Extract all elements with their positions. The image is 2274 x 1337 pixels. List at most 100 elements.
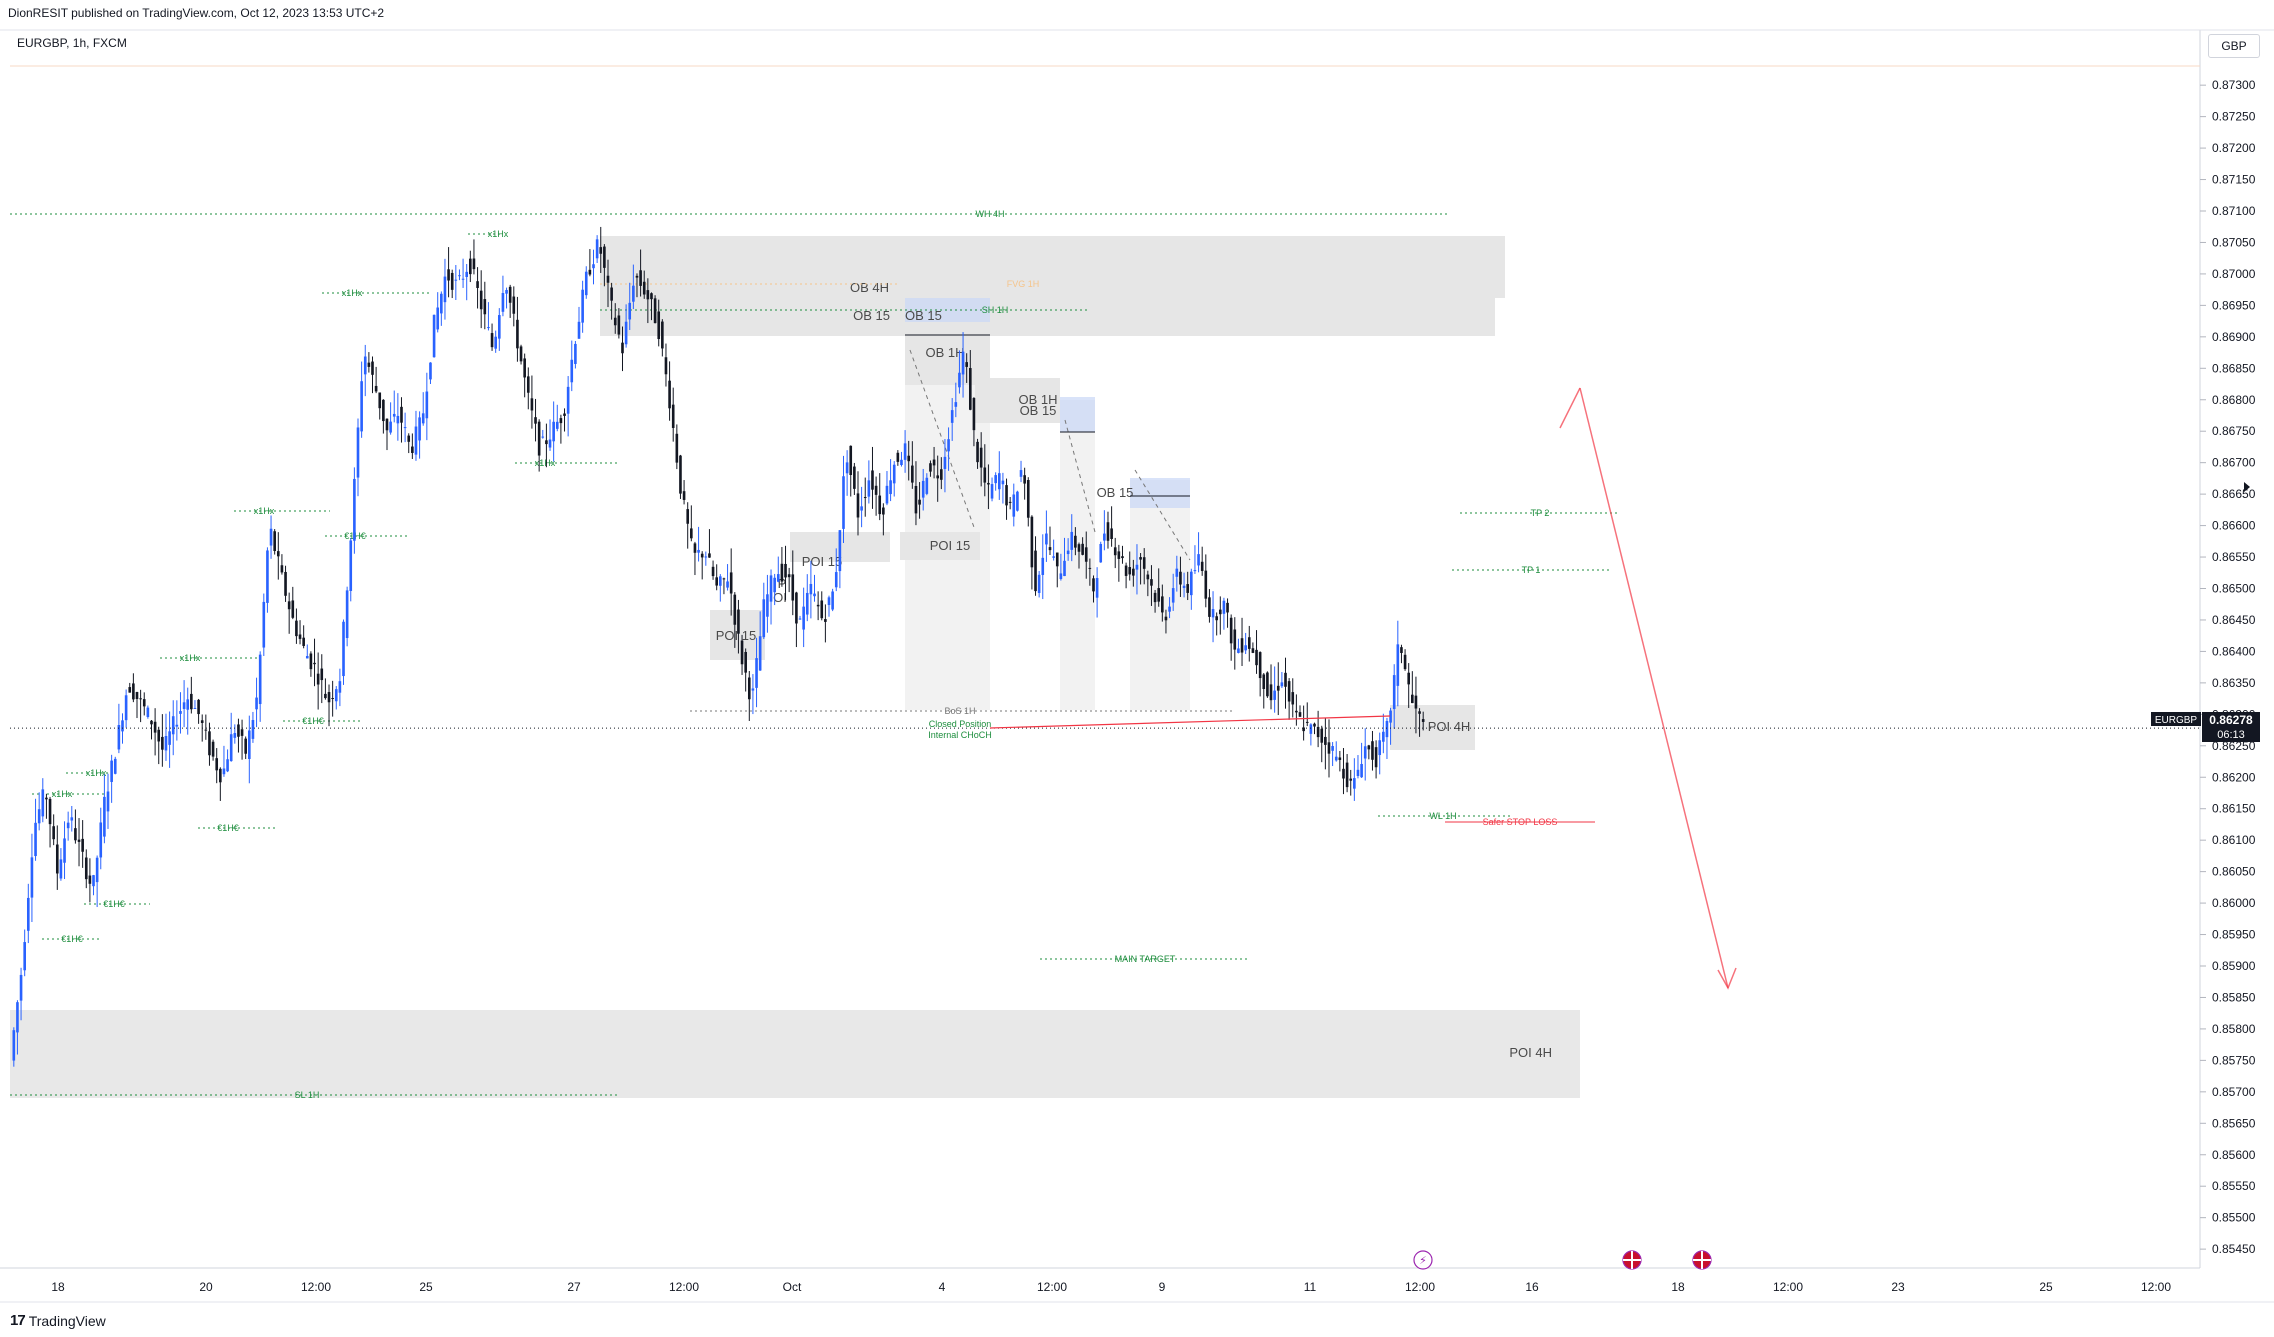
swing-label: x1Hx bbox=[488, 229, 509, 239]
candle-body bbox=[302, 637, 305, 646]
candle-body bbox=[1349, 778, 1353, 781]
candle-body bbox=[440, 293, 443, 314]
level-label: BoS 1H bbox=[944, 706, 975, 716]
candle-body bbox=[443, 276, 447, 303]
candle-body bbox=[715, 577, 718, 586]
candle-body bbox=[1153, 592, 1157, 603]
candle-body bbox=[675, 433, 679, 463]
candle-body bbox=[929, 463, 932, 472]
swing-label: x1Hx bbox=[342, 288, 363, 298]
candle-body bbox=[987, 482, 990, 485]
candle-body bbox=[1179, 571, 1182, 585]
candle-body bbox=[744, 651, 747, 673]
lightning-icon: ⚡ bbox=[1419, 1255, 1427, 1267]
y-tick-label: 0.85850 bbox=[2212, 990, 2256, 1004]
tradingview-footer[interactable]: 17 TradingView bbox=[10, 1312, 106, 1329]
candle-body bbox=[476, 281, 479, 288]
candle-body bbox=[1026, 480, 1030, 518]
candle-body bbox=[1276, 685, 1280, 691]
candle-body bbox=[882, 507, 885, 515]
symbol-title: EURGBP, 1h, FXCM bbox=[17, 36, 127, 50]
candle-body bbox=[668, 380, 671, 409]
candle-body bbox=[501, 292, 505, 312]
candle-body bbox=[639, 270, 642, 286]
candle-body bbox=[824, 619, 827, 622]
candle-body bbox=[266, 550, 269, 603]
candle-body bbox=[758, 636, 762, 671]
candle-body bbox=[943, 456, 947, 469]
candle-body bbox=[1041, 557, 1045, 575]
candle-body bbox=[106, 791, 110, 812]
candle-body bbox=[646, 290, 650, 300]
x-tick-label: 18 bbox=[1671, 1280, 1685, 1294]
candle-body bbox=[1222, 600, 1226, 614]
candle-body bbox=[968, 368, 972, 410]
candle-body bbox=[809, 583, 813, 595]
candle-body bbox=[186, 699, 190, 710]
candle-body bbox=[219, 768, 222, 783]
candle-body bbox=[1171, 588, 1175, 603]
candle-body bbox=[947, 439, 950, 452]
candle-body bbox=[574, 343, 577, 364]
y-tick-label: 0.86950 bbox=[2212, 298, 2256, 312]
candle-body bbox=[780, 563, 784, 582]
level-label: FVG 1H bbox=[1007, 279, 1040, 289]
candle-body bbox=[769, 575, 773, 602]
candle-body bbox=[845, 462, 849, 474]
candle-body bbox=[193, 708, 197, 710]
candle-body bbox=[1411, 694, 1414, 704]
candle-body bbox=[711, 566, 715, 577]
poi-column bbox=[1060, 400, 1095, 710]
candle-body bbox=[305, 656, 309, 659]
publish-info: DionRESIT published on TradingView.com, … bbox=[8, 6, 385, 20]
candle-body bbox=[719, 576, 722, 586]
candle-body bbox=[1055, 552, 1059, 567]
candle-body bbox=[367, 362, 371, 367]
candle-body bbox=[584, 271, 588, 296]
currency-button[interactable]: GBP bbox=[2208, 34, 2260, 58]
candle-body bbox=[349, 540, 353, 591]
candle-body bbox=[1266, 672, 1269, 697]
candle-body bbox=[1103, 533, 1106, 541]
candle-body bbox=[508, 286, 512, 303]
x-tick-label: 12:00 bbox=[1037, 1280, 1067, 1294]
candle-body bbox=[581, 289, 584, 323]
candle-body bbox=[1229, 617, 1233, 644]
candle-body bbox=[1052, 556, 1055, 558]
candle-body bbox=[979, 447, 983, 468]
candle-body bbox=[831, 591, 834, 610]
y-tick-label: 0.86350 bbox=[2212, 676, 2256, 690]
candle-body bbox=[798, 618, 802, 620]
arrow-head bbox=[1717, 967, 1737, 990]
y-tick-label: 0.85550 bbox=[2212, 1179, 2256, 1193]
candle-body bbox=[657, 311, 661, 340]
candle-body bbox=[327, 692, 331, 703]
candle-body bbox=[1157, 588, 1161, 602]
x-tick-label: 27 bbox=[567, 1280, 581, 1294]
tradingview-logo-icon: 17 bbox=[10, 1312, 26, 1329]
candle-body bbox=[400, 406, 403, 423]
candle-body bbox=[632, 285, 635, 302]
zone-box bbox=[600, 236, 1505, 298]
candle-body bbox=[1287, 681, 1291, 702]
level-label: TP 1 bbox=[1522, 565, 1541, 575]
candle-body bbox=[175, 724, 179, 727]
candle-body bbox=[925, 477, 929, 494]
candle-body bbox=[747, 677, 751, 700]
symbol-badge bbox=[2151, 712, 2201, 726]
lightning-icon bbox=[1413, 1250, 1433, 1270]
x-tick-label: 12:00 bbox=[669, 1280, 699, 1294]
level-label: Closed Position bbox=[929, 719, 992, 729]
candle-body bbox=[838, 530, 842, 572]
candle-body bbox=[1128, 567, 1132, 575]
zone-label: POI 4H bbox=[1428, 719, 1471, 734]
candle-body bbox=[334, 689, 338, 702]
candle-body bbox=[1142, 557, 1146, 569]
y-tick-label: 0.85750 bbox=[2212, 1053, 2256, 1067]
candle-body bbox=[599, 247, 603, 254]
candle-body bbox=[1088, 567, 1092, 569]
candle-body bbox=[135, 692, 139, 700]
candle-body bbox=[635, 275, 639, 278]
candle-body bbox=[911, 465, 914, 483]
